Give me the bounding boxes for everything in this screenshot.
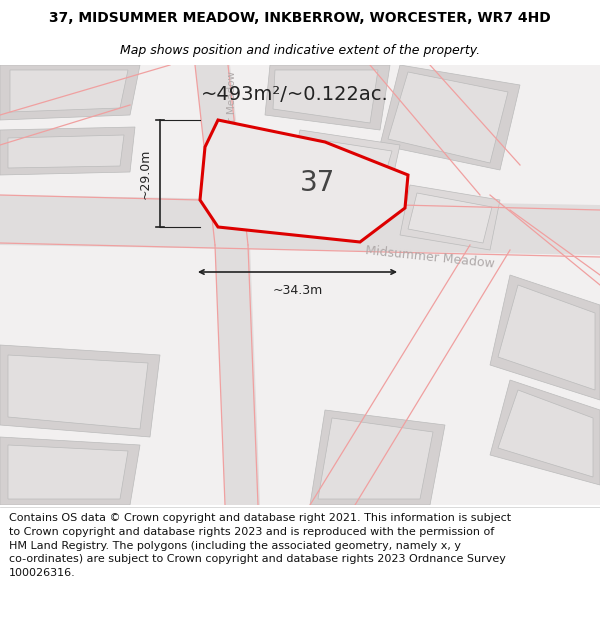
Polygon shape bbox=[0, 437, 140, 505]
Polygon shape bbox=[215, 245, 260, 505]
Polygon shape bbox=[273, 70, 378, 123]
Polygon shape bbox=[0, 127, 135, 175]
Polygon shape bbox=[10, 70, 128, 112]
Polygon shape bbox=[8, 355, 148, 429]
Polygon shape bbox=[318, 418, 433, 499]
Polygon shape bbox=[8, 445, 128, 499]
Polygon shape bbox=[310, 410, 445, 505]
Polygon shape bbox=[490, 275, 600, 400]
Text: 37, MIDSUMMER MEADOW, INKBERROW, WORCESTER, WR7 4HD: 37, MIDSUMMER MEADOW, INKBERROW, WORCEST… bbox=[49, 11, 551, 25]
Text: ~493m²/~0.122ac.: ~493m²/~0.122ac. bbox=[201, 86, 389, 104]
Polygon shape bbox=[195, 65, 250, 245]
Polygon shape bbox=[408, 193, 492, 243]
Polygon shape bbox=[8, 135, 124, 168]
Polygon shape bbox=[388, 72, 508, 163]
Polygon shape bbox=[400, 185, 500, 250]
Polygon shape bbox=[498, 285, 595, 390]
Text: Map shows position and indicative extent of the property.: Map shows position and indicative extent… bbox=[120, 44, 480, 58]
Polygon shape bbox=[0, 65, 140, 120]
Text: Midsummer Meadow: Midsummer Meadow bbox=[227, 71, 237, 179]
Text: 37: 37 bbox=[299, 169, 335, 197]
Polygon shape bbox=[380, 65, 520, 170]
Polygon shape bbox=[498, 390, 593, 477]
Polygon shape bbox=[490, 380, 600, 485]
Polygon shape bbox=[298, 138, 392, 182]
Polygon shape bbox=[200, 120, 408, 242]
Text: ~29.0m: ~29.0m bbox=[139, 148, 152, 199]
Text: Contains OS data © Crown copyright and database right 2021. This information is : Contains OS data © Crown copyright and d… bbox=[9, 513, 511, 578]
Polygon shape bbox=[265, 65, 390, 130]
Text: ~34.3m: ~34.3m bbox=[272, 284, 323, 297]
Polygon shape bbox=[0, 345, 160, 437]
Polygon shape bbox=[0, 195, 600, 255]
Polygon shape bbox=[290, 130, 400, 190]
Text: Midsummer Meadow: Midsummer Meadow bbox=[365, 244, 495, 270]
